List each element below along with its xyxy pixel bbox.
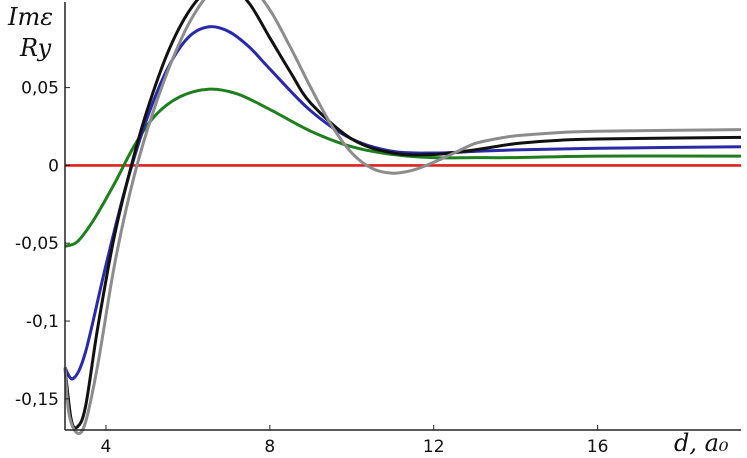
series-line-4: [63, 0, 742, 430]
series-line-3: [63, 25, 742, 381]
series-line-2: [64, 87, 742, 248]
y-tick-label: -0,1: [26, 312, 59, 332]
x-tick-label: 16: [587, 437, 609, 457]
y-axis-label-line1: Imε: [7, 3, 53, 31]
x-tick-label: 12: [423, 437, 445, 457]
y-tick-label: -0,15: [15, 390, 59, 410]
series-layer: [63, 0, 742, 436]
x-tick-label: 8: [264, 437, 275, 457]
y-tick-label: 0,05: [21, 79, 59, 99]
x-tick-label: 4: [101, 437, 112, 457]
y-tick-label: -0,05: [15, 234, 59, 254]
y-tick-label: 0: [48, 156, 59, 176]
x-axis-label: d, a₀: [674, 429, 729, 457]
series-line-5: [63, 0, 742, 436]
ticks-layer: 4 8 12 16 0,05 0 -0,05 -0,1 -0,15: [15, 79, 608, 457]
y-axis-label-line2: Ry: [19, 34, 52, 62]
